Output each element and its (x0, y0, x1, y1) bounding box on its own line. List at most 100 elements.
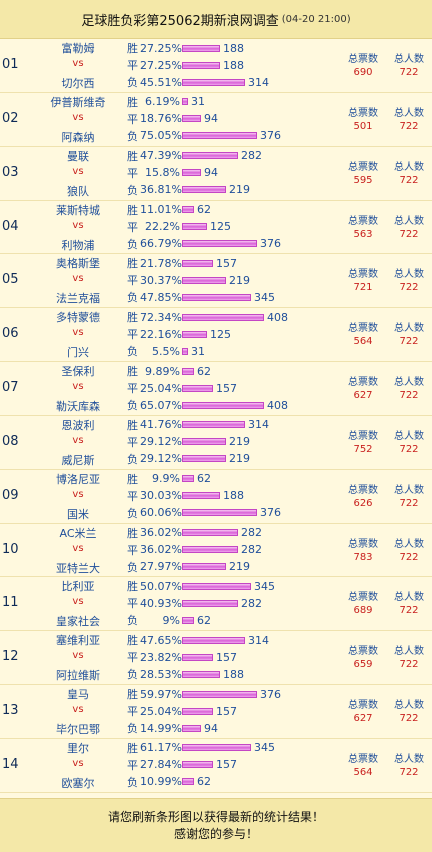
lose-option: 负 45.51% 314 (127, 75, 269, 90)
home-team[interactable]: 皇马 (67, 688, 89, 702)
away-team[interactable]: 威尼斯 (61, 453, 95, 467)
match-row: 02 伊普斯维奇 vs 阿森纳 胜 6.19% 31 平 18.76% 94 负 75.05% 376 总… (0, 93, 432, 147)
win-bar (182, 259, 213, 267)
draw-label: 平 (127, 651, 138, 665)
match-row: 05 奥格斯堡 vs 法兰克福 胜 21.78% 157 平 30.37% 219 负 47.85% 3… (0, 254, 432, 309)
total-people-label: 总人数 (394, 54, 424, 65)
home-team[interactable]: 伊普斯维奇 (50, 95, 106, 109)
lose-label: 负 (127, 183, 138, 197)
lose-label: 负 (127, 506, 138, 520)
draw-percent: 22.2% (145, 220, 180, 234)
home-team[interactable]: 比利亚 (61, 580, 95, 594)
match-row: 03 曼联 vs 狼队 胜 47.39% 282 平 15.8% 94 负 36.81% 219 总票数 5… (0, 147, 432, 201)
match-number: 04 (2, 218, 19, 234)
total-people-label: 总人数 (394, 323, 424, 335)
draw-option: 平 23.82% 157 (127, 650, 237, 665)
home-team[interactable]: 圣保利 (61, 365, 95, 379)
draw-bar (182, 223, 207, 231)
away-team[interactable]: 阿拉维斯 (56, 669, 100, 683)
home-team[interactable]: 莱斯特城 (56, 203, 100, 217)
lose-label: 负 (127, 722, 138, 736)
lose-percent: 28.53% (140, 667, 182, 681)
away-team[interactable]: 欧塞尔 (61, 776, 95, 790)
match-number: 01 (2, 57, 19, 72)
away-team[interactable]: 毕尔巴鄂 (56, 723, 100, 737)
win-bar (182, 529, 238, 537)
lose-count: 376 (260, 237, 281, 251)
draw-bar (182, 61, 220, 69)
thanks-text: 感谢您的参与！ (173, 827, 258, 841)
away-team[interactable]: 国米 (67, 507, 89, 521)
lose-option: 负 29.12% 219 (127, 452, 250, 466)
draw-option: 平 40.93% 282 (127, 596, 262, 611)
away-team[interactable]: 法兰克福 (56, 292, 100, 306)
total-votes-value: 627 (353, 713, 373, 725)
win-percent: 47.65% (140, 633, 182, 647)
win-option: 胜 59.97% 376 (127, 687, 281, 702)
lose-bar (182, 455, 226, 463)
draw-label: 平 (127, 328, 138, 342)
total-votes-label: 总票数 (348, 430, 378, 442)
win-count: 345 (254, 579, 275, 593)
win-option: 胜 50.07% 345 (127, 579, 275, 594)
win-option: 胜 6.19% 31 (127, 95, 205, 109)
lose-option: 负 28.53% 188 (127, 667, 244, 682)
match-number: 09 (2, 487, 19, 503)
away-team[interactable]: 切尔西 (61, 77, 95, 90)
lose-percent: 60.06% (140, 506, 182, 520)
total-votes: 总票数 501 (343, 107, 383, 133)
refresh-hint: 请您刷新条形图以获得最新的统计结果！ (107, 810, 324, 824)
draw-label: 平 (127, 220, 138, 234)
draw-count: 219 (229, 435, 250, 449)
win-count: 408 (267, 310, 288, 324)
draw-option: 平 22.2% 125 (127, 220, 231, 234)
total-people: 总人数 722 (389, 161, 429, 187)
footer: 请您刷新条形图以获得最新的统计结果！ 感谢您的参与！ (0, 798, 432, 852)
draw-bar (182, 384, 213, 392)
lose-count: 219 (229, 183, 250, 197)
away-team[interactable]: 勒沃库森 (56, 400, 100, 414)
total-people: 总人数 722 (389, 268, 429, 294)
away-team[interactable]: 皇家社会 (56, 615, 100, 629)
vs-label: vs (72, 757, 84, 769)
total-people-value: 722 (399, 120, 419, 132)
total-votes-value: 752 (353, 443, 373, 455)
win-option: 胜 11.01% 62 (127, 203, 211, 217)
total-people-label: 总人数 (394, 269, 424, 281)
home-team[interactable]: 塞维利亚 (56, 634, 100, 648)
lose-bar (182, 563, 226, 571)
total-people: 总人数 722 (389, 53, 429, 79)
lose-percent: 5.5% (152, 344, 180, 358)
total-votes: 总票数 783 (343, 538, 383, 564)
win-bar (182, 44, 220, 52)
away-team[interactable]: 狼队 (67, 184, 89, 198)
win-option: 胜 9.9% 62 (127, 472, 211, 486)
lose-count: 376 (260, 506, 281, 520)
win-label: 胜 (127, 472, 138, 486)
home-team[interactable]: 恩波利 (61, 418, 95, 432)
home-team[interactable]: AC米兰 (59, 526, 97, 540)
total-votes: 总票数 626 (343, 484, 383, 510)
lose-option: 负 60.06% 376 (127, 506, 281, 520)
total-votes-value: 689 (353, 605, 373, 617)
away-team[interactable]: 阿森纳 (61, 130, 95, 144)
total-people-label: 总人数 (394, 592, 424, 604)
home-team[interactable]: 博洛尼亚 (56, 472, 100, 486)
lose-percent: 75.05% (140, 129, 182, 143)
away-team[interactable]: 亚特兰大 (56, 561, 100, 575)
draw-bar (182, 276, 226, 284)
draw-label: 平 (127, 382, 138, 396)
lose-percent: 66.79% (140, 237, 182, 251)
home-team[interactable]: 奥格斯堡 (56, 257, 100, 271)
away-team[interactable]: 门兴 (67, 346, 89, 360)
home-team[interactable]: 曼联 (67, 149, 89, 163)
match-row: 14 里尔 vs 欧塞尔 胜 61.17% 345 平 27.84% 157 负 10.99% 62 总票… (0, 739, 432, 793)
home-team[interactable]: 里尔 (67, 741, 89, 755)
vs-label: vs (72, 273, 84, 285)
home-team[interactable]: 多特蒙德 (56, 311, 100, 325)
total-votes: 总票数 690 (343, 53, 383, 79)
home-team[interactable]: 富勒姆 (61, 42, 95, 55)
away-team[interactable]: 利物浦 (61, 238, 95, 252)
match-row: 01 富勒姆 vs 切尔西 胜 27.25% 188 平 27.25% 188 负 45.51% 314… (0, 39, 432, 93)
vs-label: vs (72, 488, 84, 500)
